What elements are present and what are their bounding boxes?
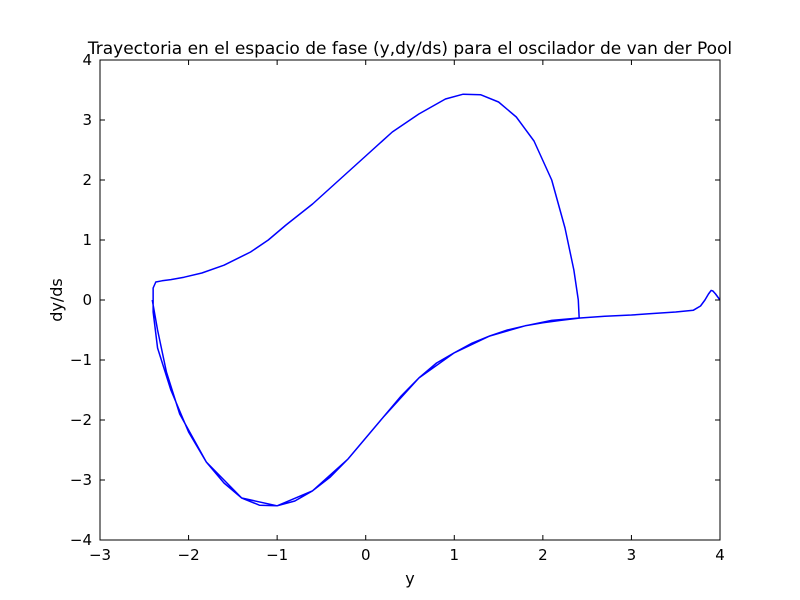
x-tick-label: 1 [450, 546, 460, 564]
y-tick-label: −4 [70, 531, 92, 549]
y-tick-label: 4 [82, 51, 92, 69]
x-tick-label: −3 [89, 546, 111, 564]
x-tick-label: −2 [178, 546, 200, 564]
x-tick-label: −1 [266, 546, 288, 564]
y-tick-label: 3 [82, 111, 92, 129]
x-tick-label: 2 [538, 546, 548, 564]
y-tick-label: −3 [70, 471, 92, 489]
series-line-0 [151, 93, 721, 507]
x-axis-label: y [405, 569, 414, 588]
x-tick-label: 0 [361, 546, 371, 564]
chart-title: Trayectoria en el espacio de fase (y,dy/… [87, 39, 732, 59]
plot-area [100, 60, 720, 540]
y-tick-label: −2 [70, 411, 92, 429]
x-tick-label: 4 [715, 546, 725, 564]
y-tick-label: −1 [70, 351, 92, 369]
y-tick-label: 2 [82, 171, 92, 189]
series-layer [151, 93, 721, 507]
x-tick-label: 3 [627, 546, 637, 564]
y-tick-label: 0 [82, 291, 92, 309]
y-tick-label: 1 [82, 231, 92, 249]
y-axis-label: dy/ds [47, 278, 66, 322]
